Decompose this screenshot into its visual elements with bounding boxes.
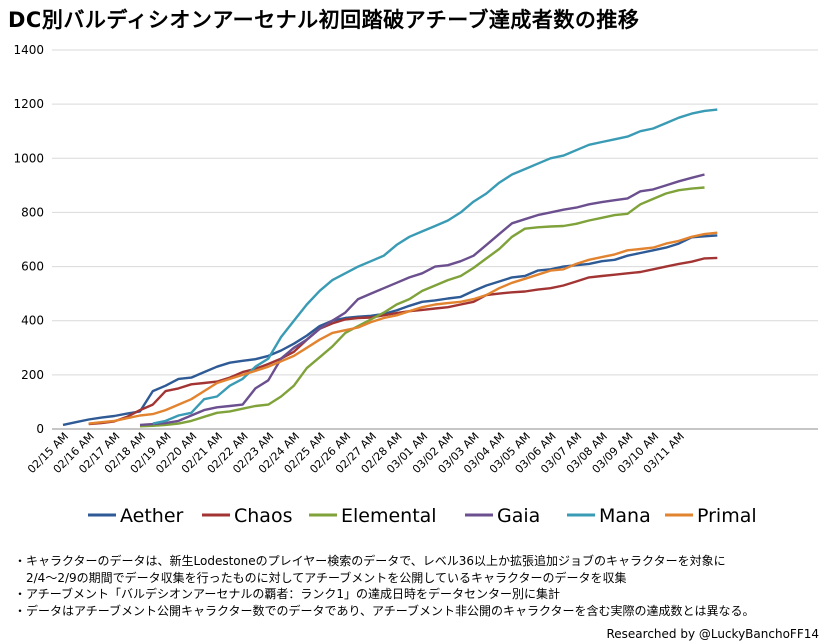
legend-label: Primal: [697, 505, 757, 527]
chart-title: DC別バルディシオンアーセナル初回踏破アチーブ達成者数の推移: [8, 8, 640, 32]
series-line-mana: [152, 108, 718, 425]
line-chart: 0 200 400 600 800 1000 1200 1400 02/15 AM02/16 …: [13, 43, 818, 527]
y-axis-ticks: 0 200 400 600 800 1000 1200 1400: [13, 43, 44, 436]
footnote: 2/4～2/9の期間でデータ収集を行ったものに対してアチーブメントを公開している…: [14, 570, 627, 585]
gridlines: [52, 49, 818, 430]
series-line-chaos: [88, 256, 718, 426]
series-line-gaia: [139, 173, 705, 427]
y-tick-label: 0: [36, 422, 44, 436]
footnote: ・データはアチーブメント公開キャラクター数でのデータであり、アチーブメント非公開…: [14, 603, 755, 618]
legend-label: Mana: [599, 505, 651, 527]
footnotes: ・キャラクターのデータは、新生Lodestoneのプレイヤー検索のデータで、レベ…: [14, 553, 755, 619]
series-line-elemental: [139, 186, 705, 428]
y-tick-label: 800: [21, 205, 44, 219]
legend-label: Gaia: [497, 505, 540, 527]
y-tick-label: 1400: [13, 43, 44, 57]
y-tick-label: 600: [21, 260, 44, 274]
legend-label: Elemental: [341, 505, 437, 527]
y-tick-label: 1200: [13, 97, 44, 111]
legend-label: Chaos: [234, 505, 292, 527]
series-line-primal: [88, 231, 718, 425]
footnote: ・アチーブメント「バルデシオンアーセナルの覇者：ランク1」の達成日時をデータセン…: [14, 587, 560, 601]
y-tick-label: 1000: [13, 151, 44, 165]
series-lines: [62, 108, 718, 428]
y-tick-label: 400: [21, 314, 44, 328]
footnote: ・キャラクターのデータは、新生Lodestoneのプレイヤー検索のデータで、レベ…: [14, 554, 726, 568]
series-line-aether: [62, 234, 718, 427]
legend-label: Aether: [120, 505, 184, 527]
credit: Researched by @LuckyBanchoFF14: [606, 627, 819, 641]
y-tick-label: 200: [21, 368, 44, 382]
legend: Aether Chaos Elemental Gaia Mana Primal: [88, 505, 757, 527]
